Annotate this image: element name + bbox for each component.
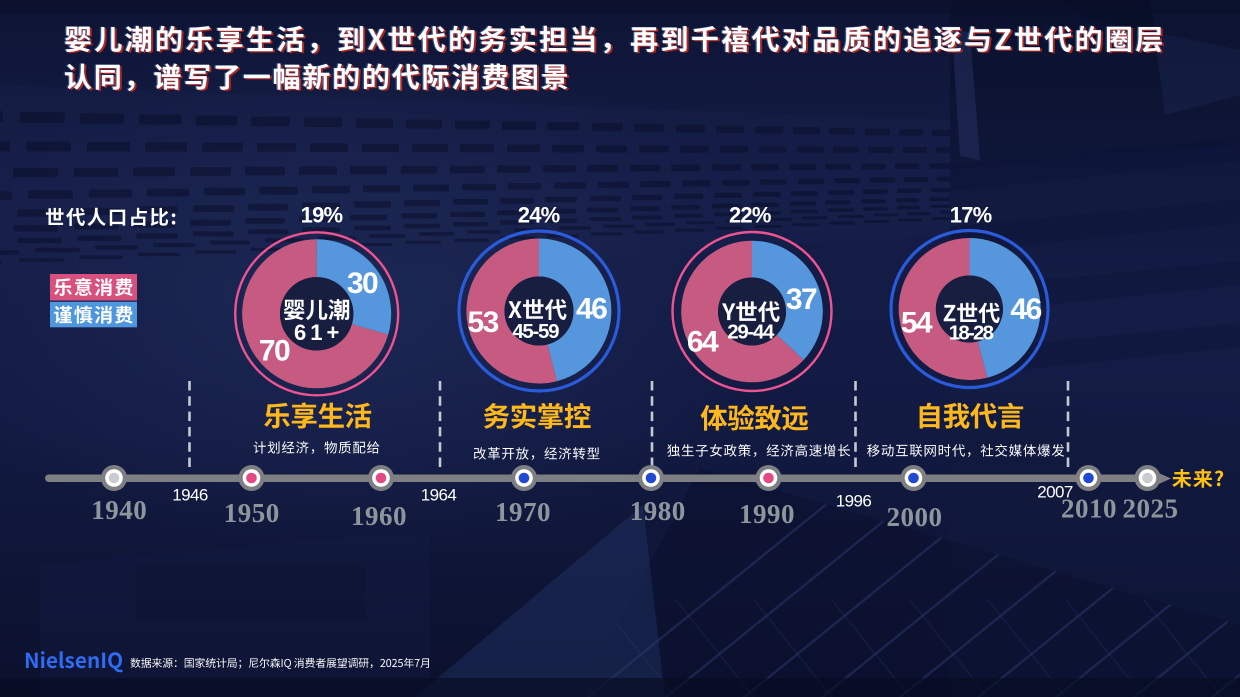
svg-text:1960: 1960 [351, 501, 407, 531]
svg-text:22%: 22% [729, 203, 771, 228]
svg-text:19%: 19% [301, 203, 343, 228]
svg-text:30: 30 [347, 267, 378, 300]
svg-text:1996: 1996 [836, 492, 872, 511]
svg-text:2025: 2025 [1123, 494, 1179, 524]
svg-text:1950: 1950 [224, 498, 280, 528]
svg-text:1964: 1964 [421, 486, 457, 505]
svg-text:18-28: 18-28 [949, 322, 994, 345]
svg-text:2000: 2000 [887, 502, 943, 532]
svg-text:37: 37 [786, 283, 817, 316]
svg-text:70: 70 [259, 334, 290, 367]
svg-text:17%: 17% [950, 203, 992, 228]
svg-text:1940: 1940 [91, 495, 147, 525]
svg-text:1970: 1970 [495, 497, 551, 527]
svg-text:46: 46 [1010, 293, 1041, 326]
svg-text:2010: 2010 [1061, 494, 1117, 524]
svg-text:54: 54 [901, 307, 933, 340]
svg-text:53: 53 [468, 306, 499, 339]
svg-text:29-44: 29-44 [727, 320, 775, 343]
svg-text:2007: 2007 [1037, 483, 1073, 502]
svg-text:64: 64 [687, 325, 719, 358]
svg-text:46: 46 [576, 293, 607, 326]
svg-text:61+: 61+ [294, 320, 343, 345]
svg-text:24%: 24% [518, 203, 560, 228]
svg-text:1990: 1990 [739, 499, 795, 529]
svg-text:1980: 1980 [630, 496, 686, 526]
svg-text:45-59: 45-59 [512, 320, 559, 343]
svg-text:1946: 1946 [172, 486, 208, 505]
